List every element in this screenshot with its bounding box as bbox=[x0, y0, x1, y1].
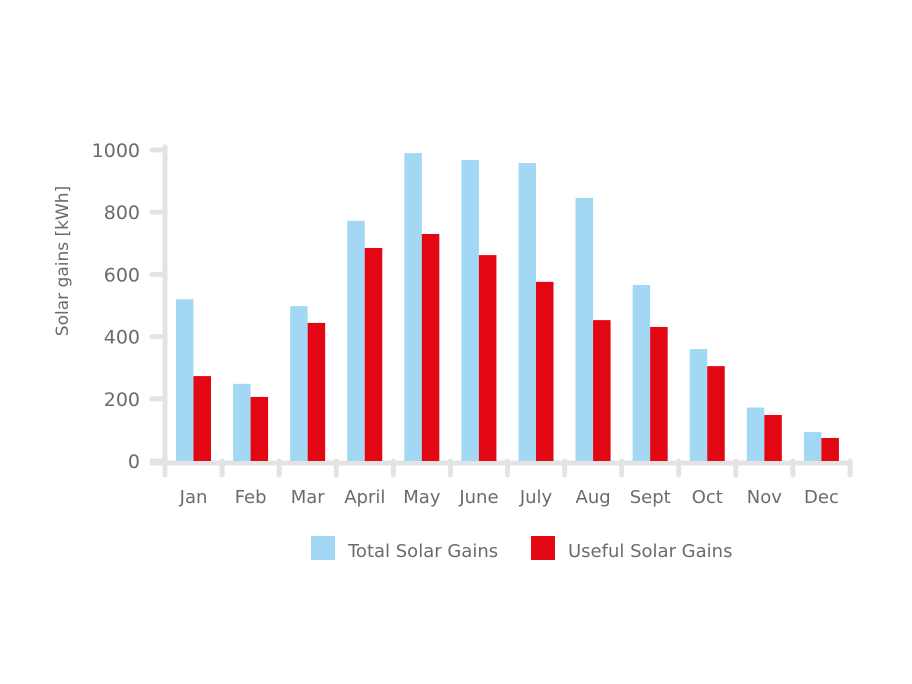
bar-useful-sept bbox=[650, 326, 668, 461]
y-tick-label: 1000 bbox=[92, 140, 140, 162]
bar-useful-aug bbox=[593, 320, 611, 461]
x-tick-label: Oct bbox=[692, 487, 723, 508]
x-tick-label: Aug bbox=[576, 487, 611, 508]
bar-useful-april bbox=[364, 247, 383, 461]
bar-useful-mar bbox=[307, 322, 326, 461]
bars bbox=[176, 153, 839, 462]
legend-swatch bbox=[531, 536, 555, 560]
bar-useful-feb bbox=[250, 396, 269, 461]
x-tick-label: Mar bbox=[291, 487, 326, 508]
bar-total-dec bbox=[803, 432, 822, 461]
bar-useful-dec bbox=[821, 437, 839, 461]
bar-total-jan bbox=[176, 299, 194, 461]
x-tick-label: June bbox=[458, 487, 498, 508]
bar-total-feb bbox=[233, 383, 251, 461]
bar-total-mar bbox=[290, 306, 308, 461]
legend-swatch bbox=[311, 536, 335, 560]
x-tick-label: Sept bbox=[630, 487, 671, 508]
bar-total-june bbox=[461, 159, 479, 461]
bar-useful-oct bbox=[707, 366, 725, 461]
bar-total-oct bbox=[689, 349, 708, 461]
bar-useful-jan bbox=[193, 376, 211, 461]
bar-useful-june bbox=[478, 255, 497, 461]
bar-total-sept bbox=[632, 284, 651, 461]
y-tick-label: 400 bbox=[104, 327, 140, 349]
y-tick-label: 600 bbox=[104, 264, 140, 286]
legend-label: Total Solar Gains bbox=[347, 541, 498, 562]
x-tick-label: May bbox=[403, 487, 441, 508]
x-tick-labels: Jan Feb Mar April May June July Aug Sept Oct Nov De… bbox=[179, 487, 839, 508]
x-tick-label: Nov bbox=[747, 487, 782, 508]
x-tick-label: Feb bbox=[235, 487, 267, 508]
x-tick-label: Dec bbox=[804, 487, 839, 508]
y-axis-label: Solar gains [kWh] bbox=[53, 186, 73, 336]
bar-useful-may bbox=[421, 233, 440, 461]
legend-label: Useful Solar Gains bbox=[568, 541, 732, 562]
axes bbox=[149, 144, 853, 478]
y-tick-label: 200 bbox=[104, 389, 140, 411]
bar-total-april bbox=[347, 220, 365, 461]
bar-total-may bbox=[404, 153, 422, 462]
x-tick-label: July bbox=[519, 487, 553, 508]
bar-total-july bbox=[518, 163, 536, 461]
bar-useful-nov bbox=[764, 414, 782, 461]
bar-total-nov bbox=[746, 407, 765, 461]
x-tick-label: Jan bbox=[179, 487, 208, 508]
y-tick-labels: 0 200 400 600 800 1000 bbox=[92, 140, 140, 473]
y-tick-label: 0 bbox=[128, 451, 140, 473]
x-tick-label: April bbox=[344, 487, 385, 508]
bar-total-aug bbox=[575, 197, 594, 462]
legend: Total Solar Gains Useful Solar Gains bbox=[311, 536, 732, 562]
bar-useful-july bbox=[536, 281, 554, 461]
y-tick-label: 800 bbox=[104, 202, 140, 224]
